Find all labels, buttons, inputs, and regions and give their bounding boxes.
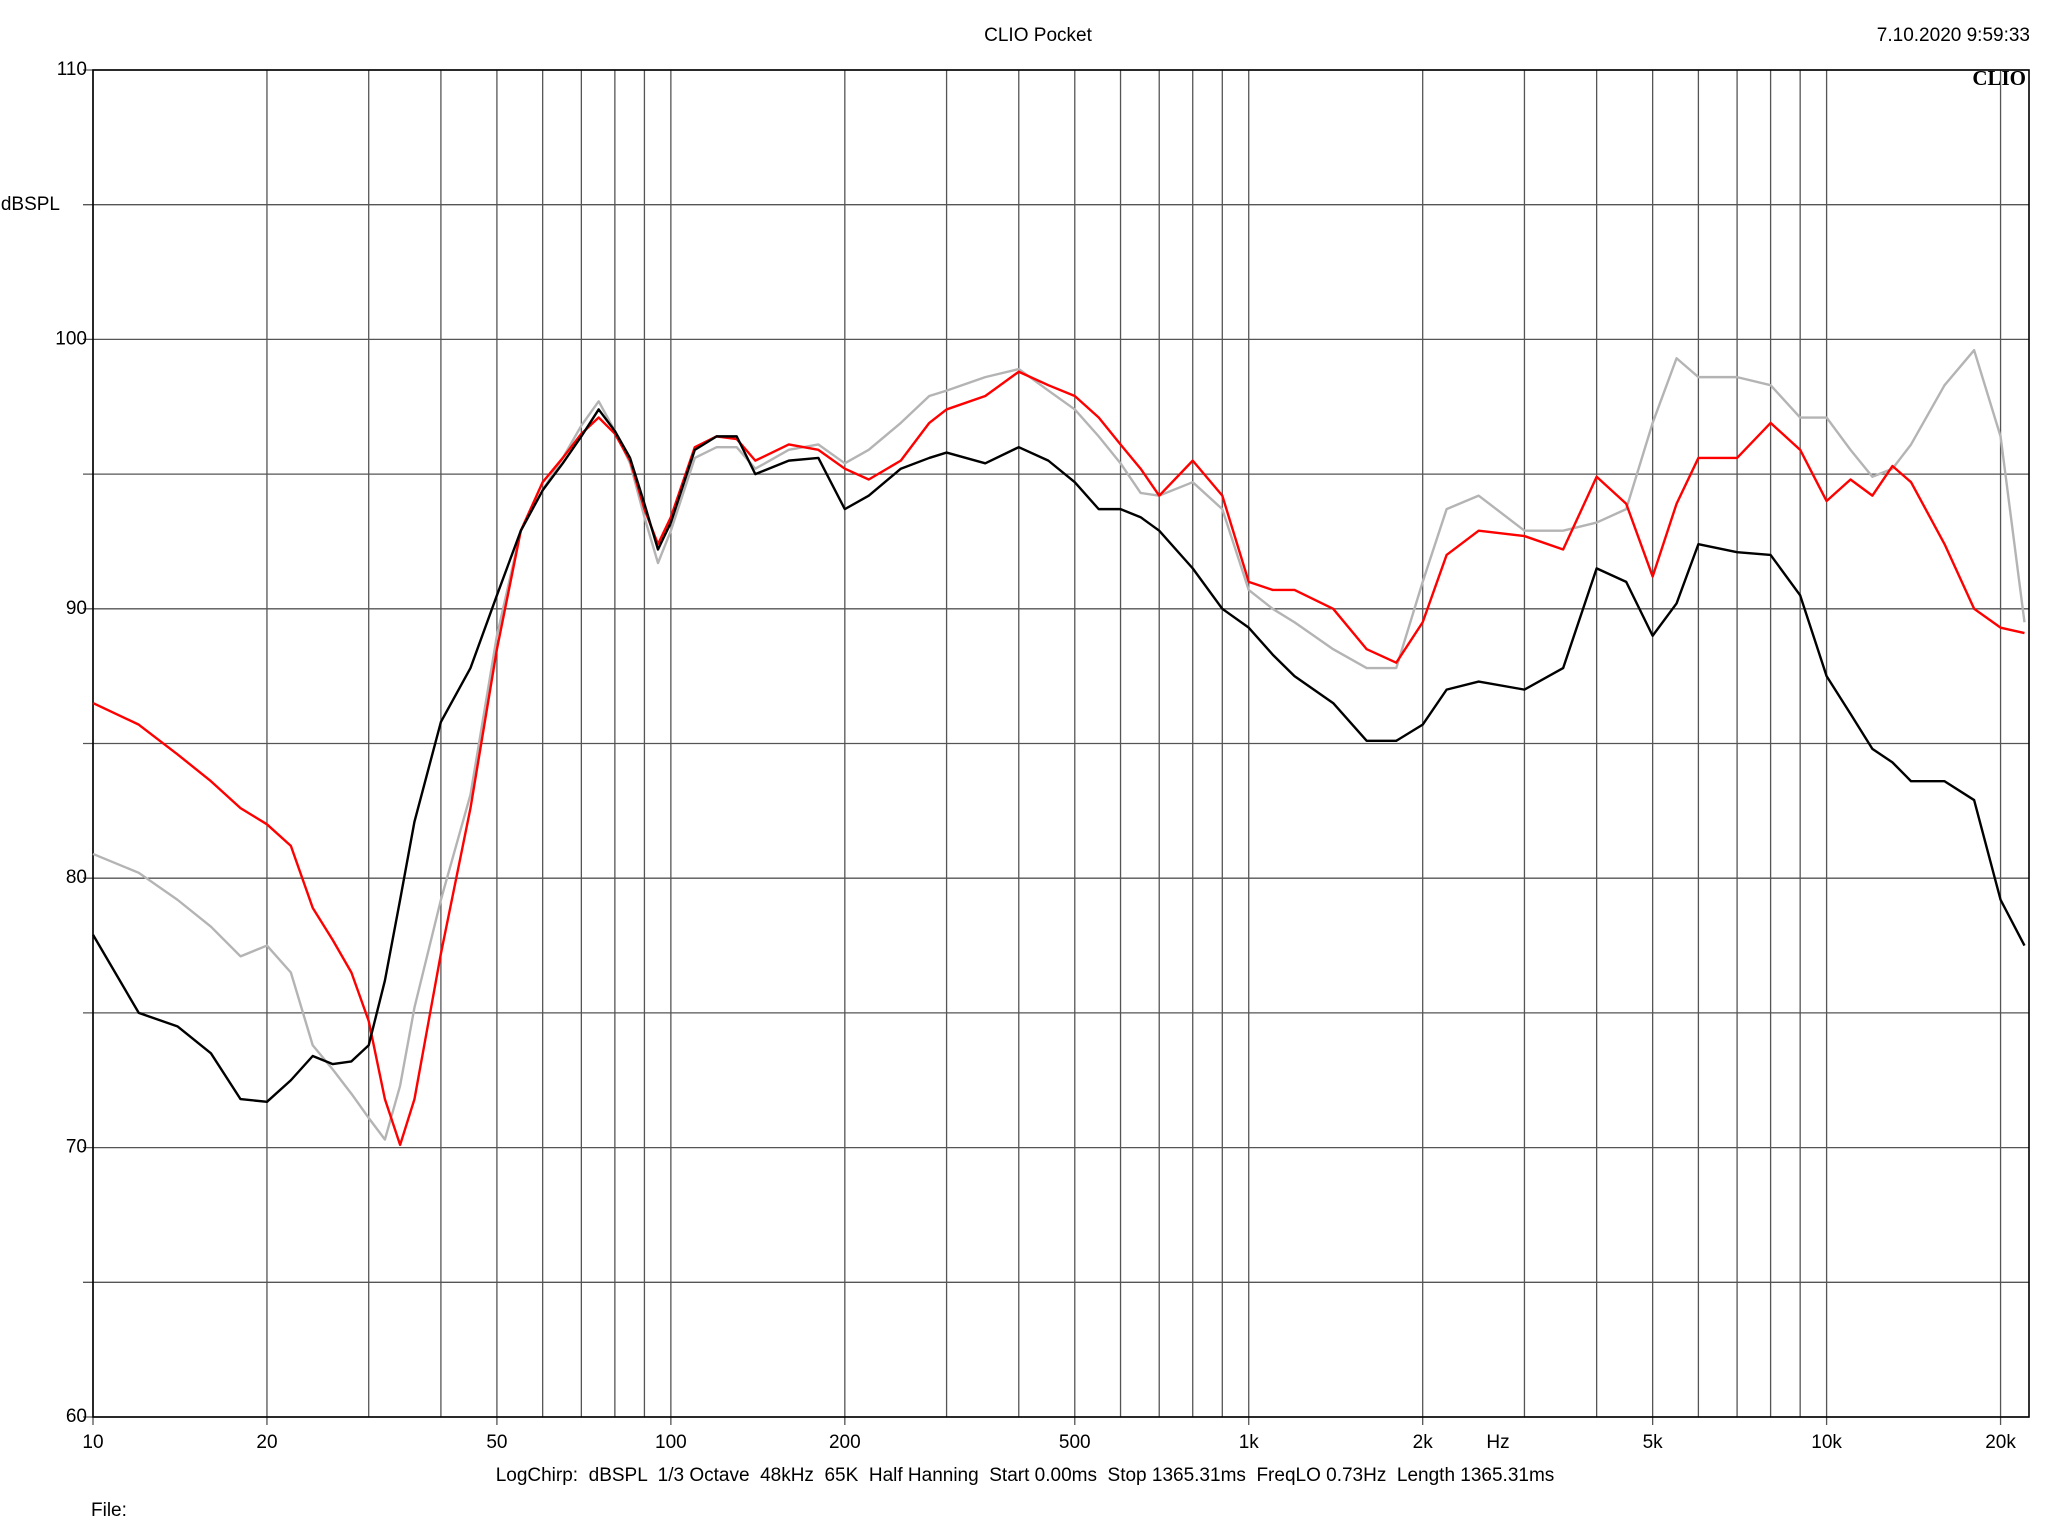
chart-title: CLIO Pocket [984,25,1092,46]
x-tick-label: 50 [486,1432,507,1453]
plot-frame [92,69,2030,1418]
y-tick-label: 100 [55,328,87,349]
y-tick-label: 110 [57,59,87,80]
x-axis-label: Hz [1486,1432,1509,1453]
y-tick-label: 80 [66,867,87,888]
y-tick-label: 70 [66,1137,87,1158]
x-tick-label: 100 [655,1432,687,1453]
series-line [92,370,2025,1147]
x-tick-label: 2k [1413,1432,1434,1453]
file-label: File: [91,1500,127,1521]
y-tick-label: 90 [66,598,87,619]
y-axis-label: dBSPL [1,194,60,215]
timestamp: 7.10.2020 9:59:33 [1877,25,2030,46]
x-tick-label: 20k [1985,1432,2016,1453]
x-tick-label: 20 [256,1432,277,1453]
y-tick-label: 60 [66,1406,87,1427]
footer: LogChirp: dBSPL 1/3 Octave 48kHz 65K Hal… [496,1465,1555,1486]
x-tick-label: 200 [829,1432,861,1453]
x-tick-label: 1k [1239,1432,1260,1453]
x-tick-label: 500 [1059,1432,1091,1453]
x-tick-label: 10k [1811,1432,1842,1453]
series-line [92,348,2026,1141]
x-tick-label: 10 [82,1432,103,1453]
series-line [91,408,2026,1103]
x-tick-label: 5k [1643,1432,1664,1453]
